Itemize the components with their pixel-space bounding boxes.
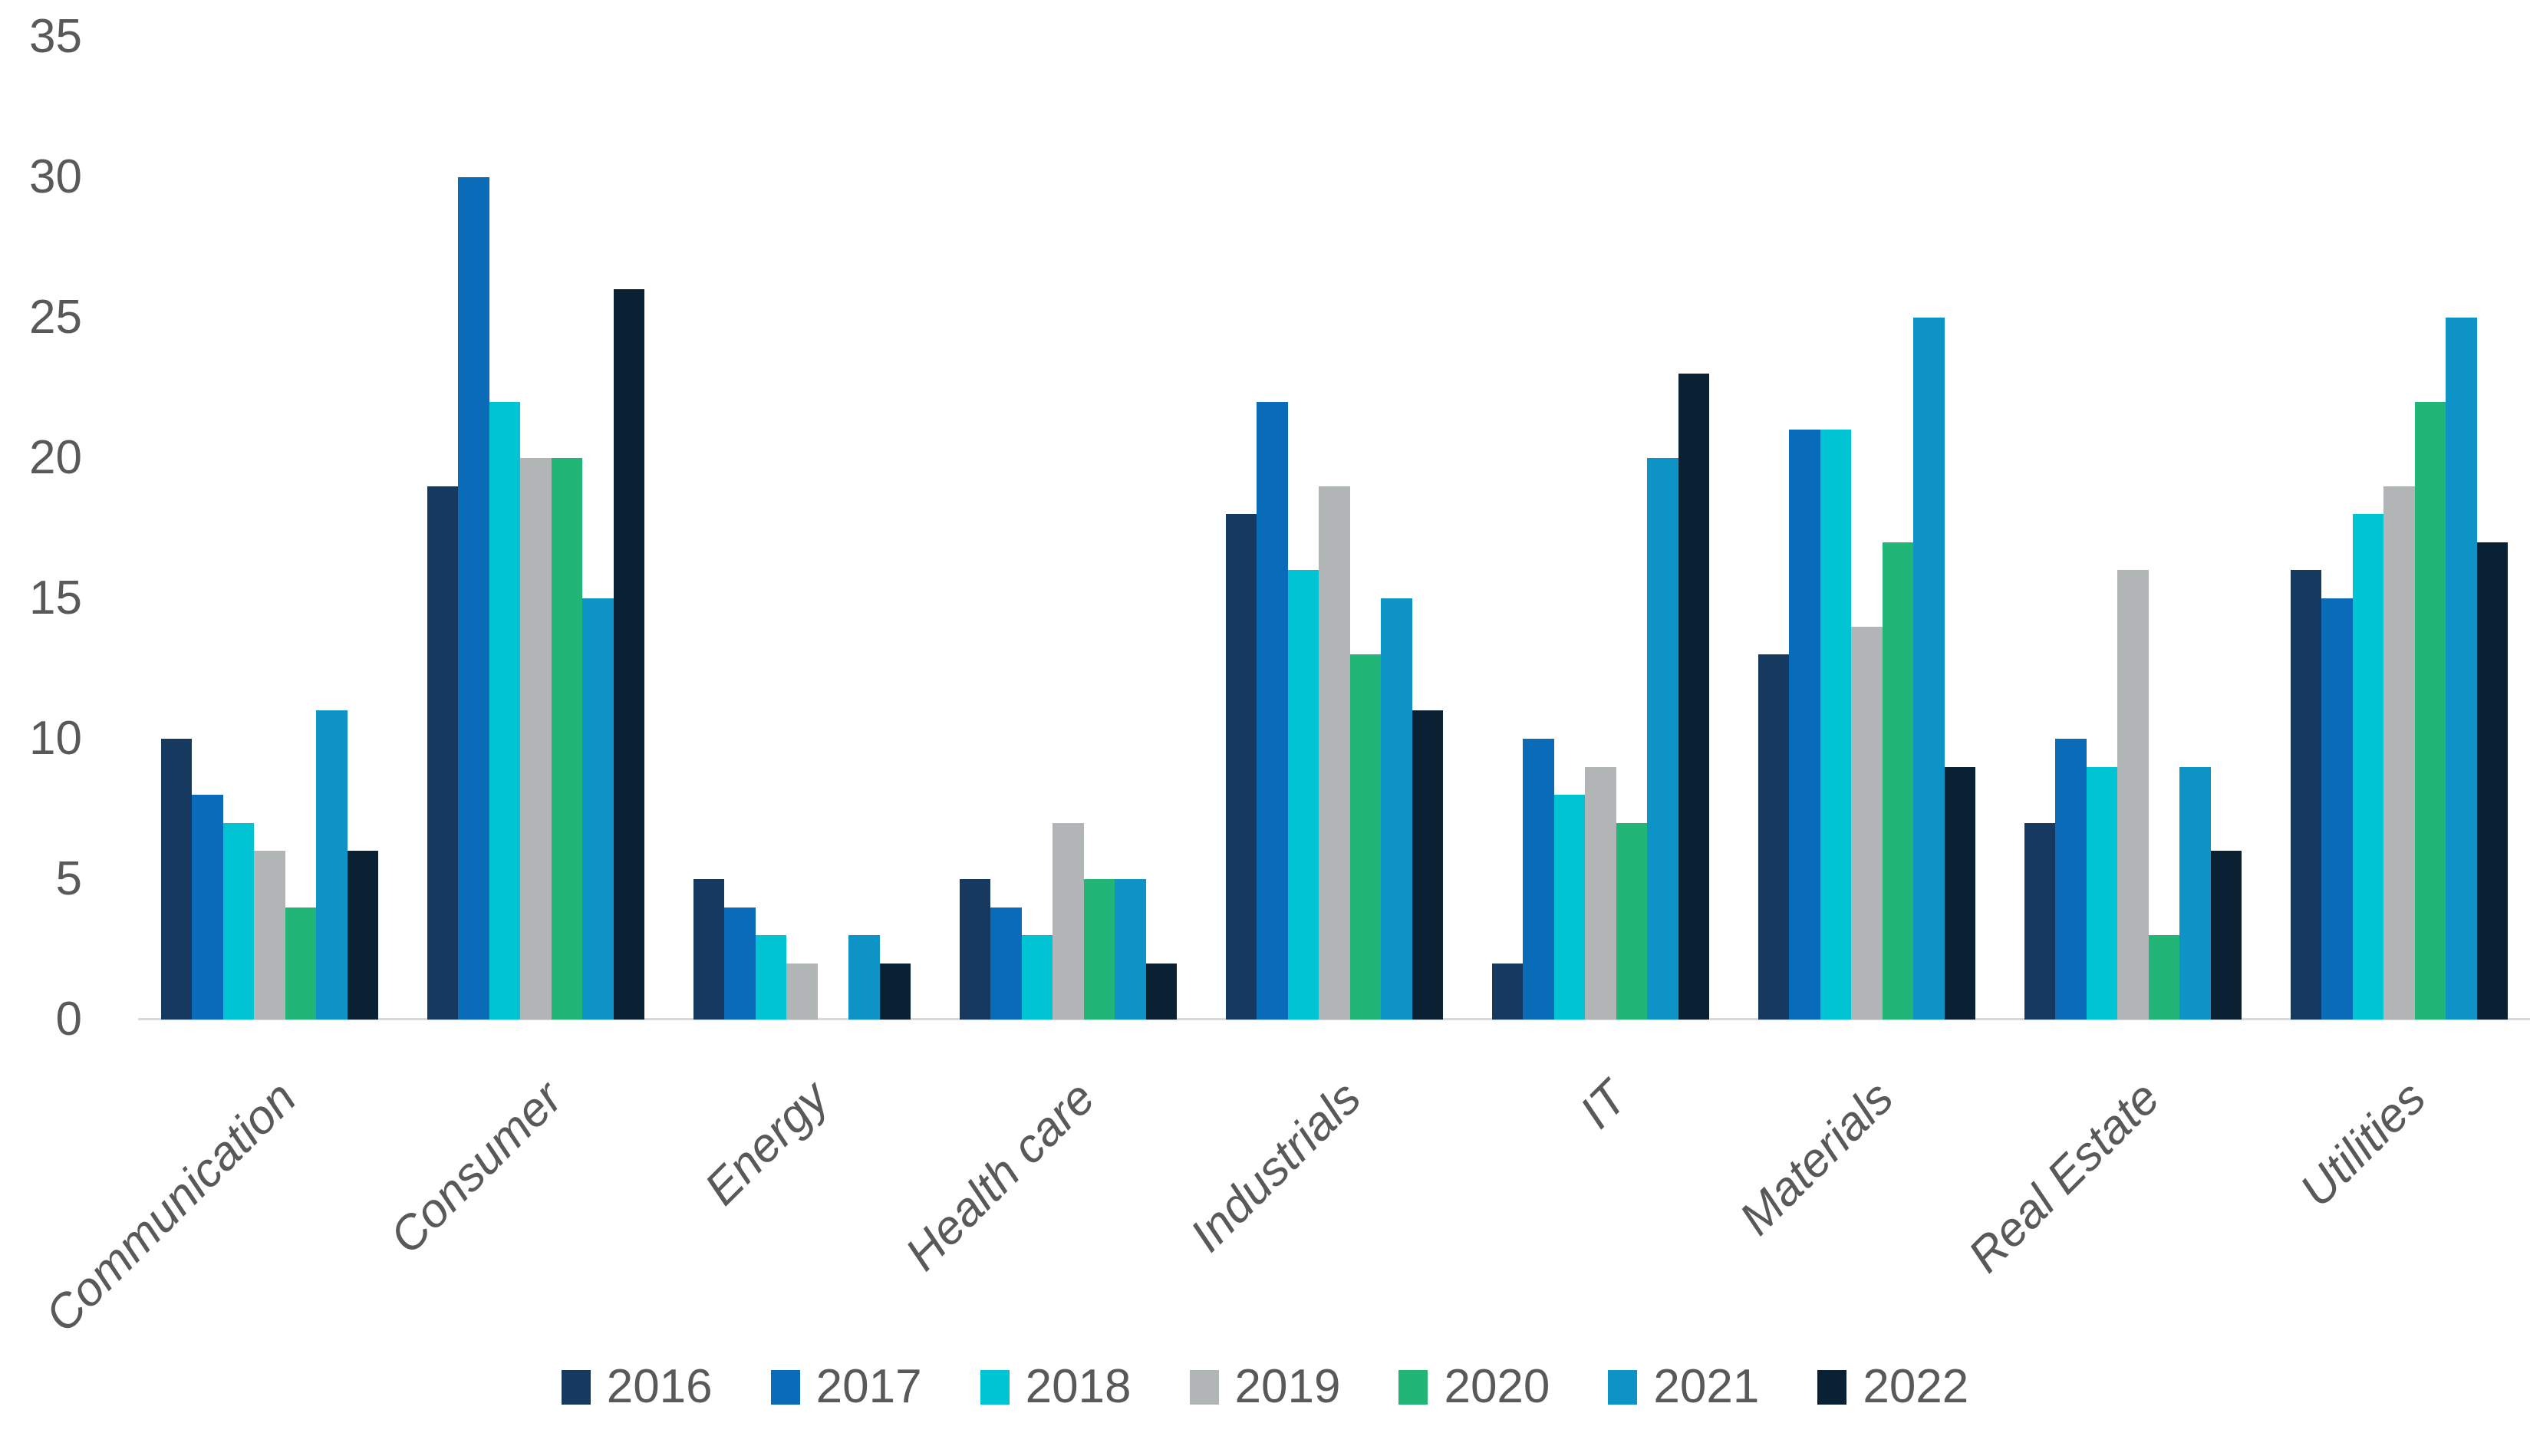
- bar-2017-consumer: [458, 177, 489, 1020]
- bar-2016-it: [1492, 964, 1523, 1020]
- bar-2019-health-care: [1053, 823, 1084, 1020]
- bar-2021-energy: [848, 935, 880, 1020]
- bar-2017-it: [1523, 739, 1554, 1020]
- bar-2017-communication: [192, 795, 223, 1020]
- bar-2017-real-estate: [2055, 739, 2087, 1020]
- bar-2022-materials: [1945, 767, 1975, 1020]
- bar-2019-industrials: [1319, 486, 1350, 1020]
- bar-2016-industrials: [1226, 514, 1257, 1020]
- bar-2022-industrials: [1412, 710, 1443, 1020]
- bar-2016-health-care: [960, 879, 990, 1020]
- y-axis-tick-label: 15: [29, 572, 82, 624]
- bar-2018-it: [1554, 795, 1585, 1020]
- bar-2016-consumer: [427, 486, 458, 1020]
- y-axis-tick-label: 0: [55, 993, 82, 1046]
- bar-2018-utilities: [2353, 514, 2383, 1020]
- legend: 2016 2017 2018 2019 2020 2021 2022: [0, 1356, 2530, 1418]
- bar-2016-real-estate: [2024, 823, 2055, 1020]
- bar-2021-communication: [316, 710, 348, 1020]
- bar-2021-industrials: [1381, 598, 1412, 1020]
- legend-swatch-icon: [770, 1369, 800, 1405]
- legend-swatch-icon: [1398, 1369, 1428, 1405]
- bar-2020-communication: [285, 908, 316, 1020]
- legend-item-2022: 2022: [1817, 1360, 1968, 1414]
- bar-2018-communication: [223, 823, 254, 1020]
- legend-item-2016: 2016: [561, 1360, 713, 1414]
- y-axis-tick-label: 25: [29, 291, 82, 344]
- legend-label: 2019: [1234, 1360, 1341, 1413]
- legend-label: 2016: [606, 1360, 713, 1413]
- bar-2019-materials: [1851, 627, 1883, 1020]
- bar-2022-energy: [880, 964, 911, 1020]
- bar-2016-communication: [161, 739, 192, 1020]
- legend-label: 2018: [1025, 1360, 1132, 1413]
- bar-2020-health-care: [1084, 879, 1115, 1020]
- legend-item-2018: 2018: [980, 1360, 1132, 1414]
- bar-2022-real-estate: [2211, 851, 2242, 1020]
- legend-swatch-icon: [561, 1369, 591, 1405]
- bar-2016-energy: [693, 879, 724, 1020]
- y-axis-tick-label: 30: [29, 150, 82, 203]
- legend-swatch-icon: [1608, 1369, 1638, 1405]
- legend-swatch-icon: [980, 1369, 1010, 1405]
- bar-2019-consumer: [520, 458, 552, 1020]
- bar-2022-consumer: [614, 289, 644, 1020]
- y-axis-tick-label: 35: [29, 10, 82, 63]
- bar-2020-consumer: [552, 458, 582, 1020]
- legend-label: 2021: [1653, 1360, 1760, 1413]
- bar-2018-real-estate: [2087, 767, 2117, 1020]
- legend-item-2020: 2020: [1398, 1360, 1550, 1414]
- bar-2021-consumer: [582, 598, 614, 1020]
- bar-2018-energy: [756, 935, 786, 1020]
- legend-item-2019: 2019: [1189, 1360, 1341, 1414]
- bar-2021-health-care: [1115, 879, 1146, 1020]
- bar-2022-communication: [348, 851, 378, 1020]
- bar-2019-it: [1585, 767, 1616, 1020]
- legend-item-2021: 2021: [1608, 1360, 1759, 1414]
- bar-2020-it: [1616, 823, 1647, 1020]
- bar-2018-health-care: [1022, 935, 1053, 1020]
- legend-label: 2020: [1444, 1360, 1550, 1413]
- bar-2019-real-estate: [2117, 570, 2149, 1020]
- bar-2019-energy: [786, 964, 818, 1020]
- legend-label: 2017: [815, 1360, 922, 1413]
- bar-2017-materials: [1789, 430, 1820, 1020]
- bar-2016-materials: [1758, 654, 1789, 1020]
- legend-item-2017: 2017: [770, 1360, 922, 1414]
- bar-2022-health-care: [1146, 964, 1177, 1020]
- bar-2020-materials: [1883, 542, 1913, 1020]
- y-axis-tick-label: 20: [29, 431, 82, 484]
- bar-2021-utilities: [2446, 318, 2477, 1020]
- bar-2016-utilities: [2291, 570, 2321, 1020]
- y-axis-tick-label: 5: [55, 852, 82, 905]
- bar-2017-utilities: [2321, 598, 2353, 1020]
- legend-swatch-icon: [1817, 1369, 1847, 1405]
- bar-2018-materials: [1820, 430, 1851, 1020]
- bar-2020-industrials: [1350, 654, 1381, 1020]
- y-axis-tick-label: 10: [29, 712, 82, 765]
- bar-2020-real-estate: [2149, 935, 2179, 1020]
- bar-2017-health-care: [990, 908, 1022, 1020]
- bar-2022-it: [1678, 374, 1709, 1020]
- bar-2021-materials: [1913, 318, 1945, 1020]
- bar-2017-industrials: [1257, 402, 1288, 1020]
- bar-2018-industrials: [1288, 570, 1319, 1020]
- legend-swatch-icon: [1189, 1369, 1219, 1405]
- bar-2019-utilities: [2383, 486, 2415, 1020]
- bar-2021-real-estate: [2179, 767, 2211, 1020]
- bar-2018-consumer: [489, 402, 520, 1020]
- legend-label: 2022: [1863, 1360, 1969, 1413]
- bar-2019-communication: [254, 851, 285, 1020]
- bar-2022-utilities: [2477, 542, 2508, 1020]
- bar-2017-energy: [724, 908, 756, 1020]
- bar-2020-utilities: [2415, 402, 2446, 1020]
- bar-2021-it: [1647, 458, 1678, 1020]
